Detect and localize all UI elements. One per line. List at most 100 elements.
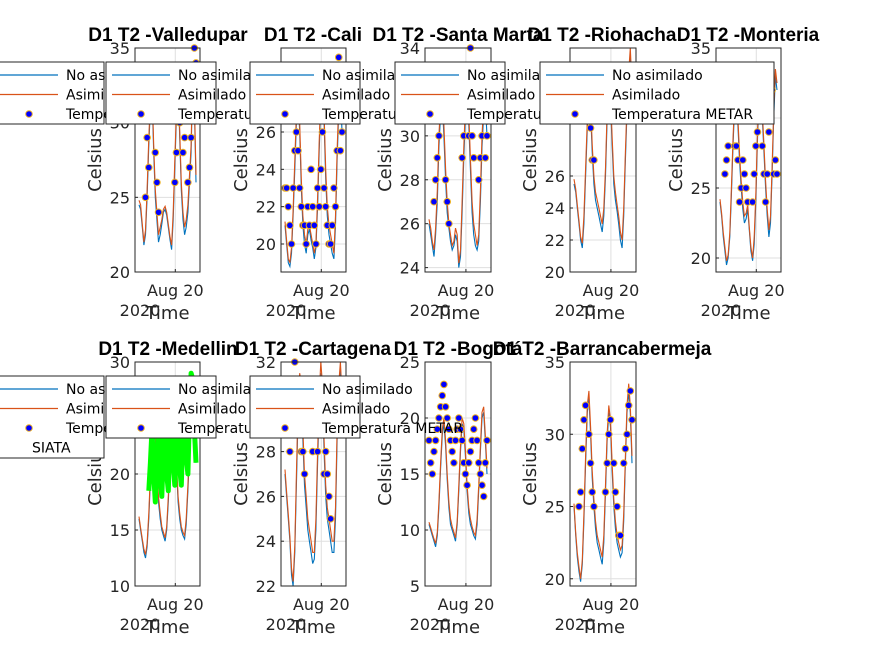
- legend-box: [249, 61, 361, 125]
- metar-point: [185, 163, 194, 172]
- y-tick-label: 20: [110, 263, 130, 282]
- metar-point: [773, 170, 781, 178]
- metar-point: [445, 425, 453, 434]
- chart-title: D1 T2 -Monteria: [677, 25, 820, 46]
- metar-point: [481, 459, 490, 467]
- chart-title: D1 T2 -Cali: [264, 25, 362, 46]
- metar-point: [473, 436, 481, 445]
- metar-point: [732, 142, 741, 150]
- metar-point: [748, 198, 757, 206]
- axes-box: [280, 47, 347, 273]
- y-tick-label: 22: [256, 577, 276, 596]
- metar-point: [441, 403, 450, 411]
- metar-point: [308, 202, 317, 211]
- metar-point: [578, 444, 587, 453]
- metar-point: [576, 488, 585, 496]
- y-axis-label: Celsius: [520, 128, 541, 192]
- y-tick-label: 30: [400, 127, 420, 146]
- x-tick-label: Aug 20: [583, 281, 640, 300]
- legend-metar-marker: [281, 110, 289, 118]
- metar-point: [330, 184, 338, 192]
- metar-point: [619, 459, 628, 467]
- metar-point: [586, 124, 595, 132]
- metar-point: [761, 198, 770, 206]
- legend-entry-label: SIATA: [32, 441, 71, 457]
- y-tick-label: 35: [110, 39, 130, 58]
- x-axis-label: Time: [290, 617, 335, 638]
- metar-point: [144, 163, 153, 172]
- metar-point: [143, 133, 151, 142]
- legend-box: [249, 375, 361, 439]
- legend-box: [539, 61, 775, 125]
- metar-point: [621, 444, 630, 453]
- y-tick-label: 28: [256, 443, 276, 462]
- y-tick-label: 26: [545, 167, 565, 186]
- metar-point: [469, 154, 478, 162]
- x-tick-label: Aug 20: [147, 281, 204, 300]
- metar-point: [455, 414, 463, 422]
- axes-box: [569, 47, 637, 273]
- y-tick-label: 22: [256, 198, 276, 217]
- y-tick-label: 20: [545, 263, 565, 282]
- series-line-asimilado: [138, 70, 197, 246]
- metar-point: [474, 459, 483, 467]
- chart-title: D1 T2 -Medellin: [98, 339, 237, 360]
- metar-point: [431, 175, 440, 184]
- y-tick-label: 20: [256, 235, 276, 254]
- metar-point: [742, 184, 750, 192]
- series-line-asimilado: [719, 68, 778, 261]
- metar-point: [430, 447, 438, 456]
- chart-title: D1 T2 -Cartagena: [235, 339, 392, 360]
- x-tick-label: Aug 20: [438, 281, 495, 300]
- metar-point: [581, 401, 590, 410]
- metar-point: [605, 430, 613, 439]
- y-axis-label: Celsius: [666, 128, 687, 192]
- x-tick-year: 2020: [120, 615, 161, 634]
- metar-point: [624, 401, 633, 410]
- metar-point: [300, 470, 309, 478]
- metar-point: [154, 208, 163, 217]
- metar-point: [172, 148, 181, 157]
- x-tick-label: Aug 20: [293, 595, 350, 614]
- y-tick-label: 24: [545, 199, 565, 218]
- metar-point: [292, 128, 301, 136]
- metar-point: [334, 53, 343, 62]
- y-tick-label: 26: [256, 123, 276, 142]
- metar-point: [307, 165, 315, 174]
- y-tick-label: 10: [110, 577, 130, 596]
- metar-point: [456, 425, 465, 434]
- metar-point: [284, 202, 293, 211]
- metar-point: [463, 481, 471, 490]
- x-axis-label: Time: [580, 617, 625, 638]
- metar-point: [443, 197, 452, 206]
- axes-box: [134, 47, 201, 273]
- metar-point: [588, 488, 597, 496]
- metar-point: [323, 470, 332, 478]
- metar-point: [295, 184, 304, 192]
- chart-title: D1 T2 -Bogotá: [394, 339, 523, 360]
- metar-point: [428, 470, 437, 478]
- y-axis-label: Celsius: [375, 442, 396, 506]
- metar-point: [320, 184, 328, 192]
- x-tick-year: 2020: [266, 615, 307, 634]
- x-axis-label: Time: [725, 303, 770, 324]
- legend-entry-label: No asimilado: [178, 382, 269, 398]
- legend-box: [105, 375, 217, 439]
- series-line-asimilado: [284, 361, 343, 582]
- metar-point: [310, 221, 319, 230]
- metar-point: [479, 492, 488, 501]
- legend-entry-label: Asimilado: [612, 88, 680, 104]
- metar-point: [586, 459, 595, 467]
- chart-title: D1 T2 -Santa Marta: [372, 25, 543, 46]
- metar-point: [609, 459, 618, 467]
- metar-point: [315, 202, 324, 211]
- y-axis-label: Celsius: [375, 128, 396, 192]
- series-line-asimilado: [138, 401, 197, 555]
- metar-point: [435, 132, 443, 140]
- metar-point: [286, 447, 294, 456]
- legend-entry-label: Asimilado: [322, 402, 390, 418]
- metar-point: [753, 128, 762, 136]
- y-tick-label: 25: [110, 188, 130, 207]
